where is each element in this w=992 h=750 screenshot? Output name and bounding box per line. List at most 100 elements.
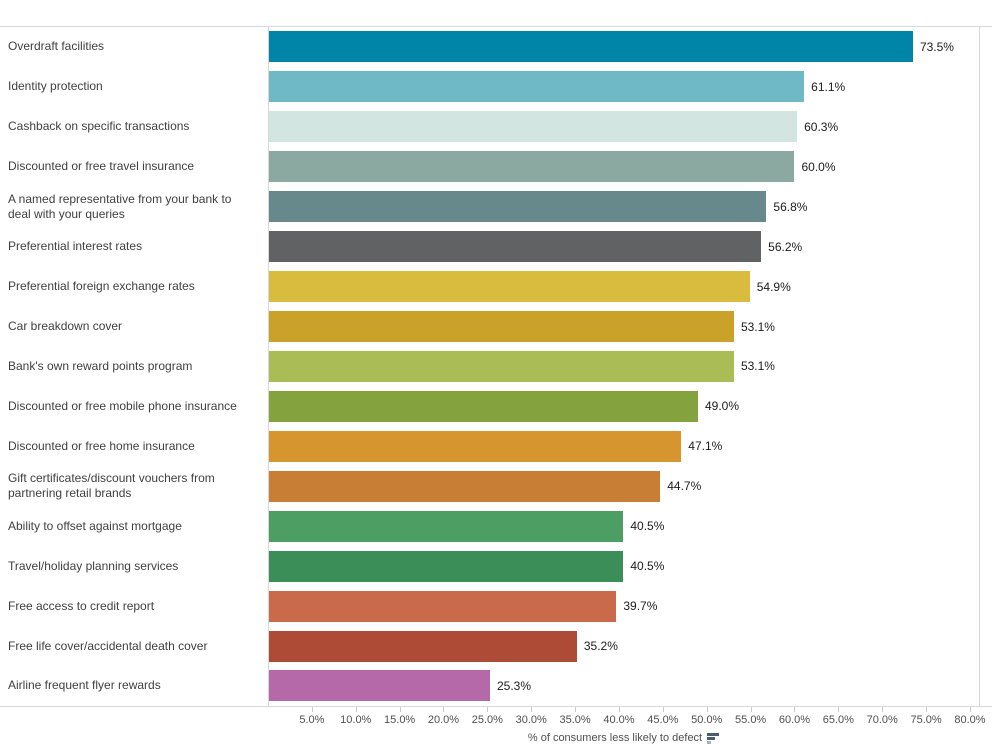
tick-label: 20.0% bbox=[427, 714, 460, 726]
tick-label: 5.0% bbox=[299, 714, 325, 726]
tick-label: 75.0% bbox=[910, 714, 942, 726]
bar-row: Identity protection 61.1% bbox=[0, 67, 992, 107]
category-label: Identity protection bbox=[8, 79, 103, 94]
value-label: 54.9% bbox=[756, 279, 791, 294]
bar-track: 56.8% bbox=[268, 187, 979, 227]
category-label: Free access to credit report bbox=[8, 598, 155, 613]
axis-title-row: % of consumers less likely to defect bbox=[268, 730, 979, 746]
tick-mark bbox=[662, 707, 664, 712]
category-label: Discounted or free travel insurance bbox=[8, 159, 195, 174]
bar[interactable] bbox=[268, 630, 577, 662]
bar[interactable] bbox=[268, 111, 798, 143]
value-label: 35.2% bbox=[583, 639, 618, 654]
bar-track: 56.2% bbox=[268, 227, 979, 267]
tick-label: 40.0% bbox=[603, 714, 635, 726]
bar-row: Overdraft facilities 73.5% bbox=[0, 27, 992, 67]
bar-row: Free life cover/accidental death cover 3… bbox=[0, 626, 992, 666]
category-label: Bank's own reward points program bbox=[8, 358, 193, 373]
bar-track: 61.1% bbox=[268, 67, 979, 107]
bar-row: Ability to offset against mortgage 40.5% bbox=[0, 506, 992, 546]
bar-row: Airline frequent flyer rewards 25.3% bbox=[0, 666, 992, 706]
tick-label: 80.0% bbox=[954, 714, 986, 726]
bar[interactable] bbox=[268, 430, 682, 462]
bar-row: Preferential interest rates 56.2% bbox=[0, 227, 992, 267]
bar[interactable] bbox=[268, 590, 617, 622]
bar-track: 54.9% bbox=[268, 267, 979, 307]
tick-mark bbox=[618, 707, 620, 712]
bar-track: 60.0% bbox=[268, 147, 979, 187]
bar-row: Discounted or free mobile phone insuranc… bbox=[0, 386, 992, 426]
value-label: 25.3% bbox=[497, 678, 532, 693]
bar-row: Cashback on specific transactions 60.3% bbox=[0, 107, 992, 147]
tick-label: 70.0% bbox=[866, 714, 898, 726]
category-label: Travel/holiday planning services bbox=[8, 558, 179, 573]
value-label: 47.1% bbox=[688, 439, 723, 454]
bar[interactable] bbox=[268, 191, 767, 223]
value-label: 39.7% bbox=[623, 599, 658, 614]
category-label: Preferential interest rates bbox=[8, 239, 143, 254]
tick-label: 10.0% bbox=[340, 714, 372, 726]
bar-track: 49.0% bbox=[268, 386, 979, 426]
bar[interactable] bbox=[268, 271, 750, 303]
bar[interactable] bbox=[268, 550, 624, 582]
value-label: 44.7% bbox=[667, 479, 702, 494]
bar[interactable] bbox=[268, 71, 805, 103]
bar-track: 40.5% bbox=[268, 506, 979, 546]
tick-mark bbox=[926, 707, 928, 712]
bar-row: Discounted or free home insurance 47.1% bbox=[0, 426, 992, 466]
tick-mark bbox=[838, 707, 840, 712]
category-label: Cashback on specific transactions bbox=[8, 119, 190, 134]
bar-row: Preferential foreign exchange rates 54.9… bbox=[0, 267, 992, 307]
bar-rows: Overdraft facilities 73.5% Identity prot… bbox=[0, 27, 992, 706]
tick-mark bbox=[969, 707, 971, 712]
sort-descending-icon[interactable] bbox=[707, 732, 720, 744]
bar[interactable] bbox=[268, 390, 698, 422]
x-axis: 5.0% 10.0% 15.0% 20.0% 25.0% 30.0% 35.0%… bbox=[0, 707, 992, 750]
plot-area: Overdraft facilities 73.5% Identity prot… bbox=[0, 26, 992, 707]
category-label: Discounted or free home insurance bbox=[8, 438, 195, 453]
value-label: 49.0% bbox=[704, 399, 739, 414]
value-label: 40.5% bbox=[630, 559, 665, 574]
bar[interactable] bbox=[268, 31, 913, 63]
tick-mark bbox=[355, 707, 357, 712]
bar[interactable] bbox=[268, 311, 734, 343]
bar-row: A named representative from your bank to… bbox=[0, 187, 992, 227]
value-label: 40.5% bbox=[630, 519, 665, 534]
bar-track: 73.5% bbox=[268, 27, 979, 67]
category-label: Gift certificates/discount vouchers from… bbox=[8, 471, 215, 501]
tick-label: 50.0% bbox=[691, 714, 723, 726]
tick-mark bbox=[882, 707, 884, 712]
bar-track: 40.5% bbox=[268, 546, 979, 586]
bar-row: Bank's own reward points program 53.1% bbox=[0, 347, 992, 387]
bar-row: Car breakdown cover 53.1% bbox=[0, 307, 992, 347]
bar[interactable] bbox=[268, 510, 624, 542]
value-label: 56.8% bbox=[773, 199, 808, 214]
bar-track: 60.3% bbox=[268, 107, 979, 147]
tick-mark bbox=[487, 707, 489, 712]
tick-mark bbox=[443, 707, 445, 712]
tick-label: 60.0% bbox=[778, 714, 811, 726]
category-label: Overdraft facilities bbox=[8, 39, 105, 54]
bar-track: 25.3% bbox=[268, 666, 979, 706]
bar-row: Gift certificates/discount vouchers from… bbox=[0, 466, 992, 506]
bar[interactable] bbox=[268, 151, 795, 183]
bar-track: 44.7% bbox=[268, 466, 979, 506]
bar-track: 35.2% bbox=[268, 626, 979, 666]
tick-label: 35.0% bbox=[559, 714, 591, 726]
plot-right-border-line bbox=[979, 27, 980, 706]
tick-mark bbox=[311, 707, 313, 712]
bar[interactable] bbox=[268, 470, 661, 502]
bar-row: Discounted or free travel insurance 60.0… bbox=[0, 147, 992, 187]
bar[interactable] bbox=[268, 231, 762, 263]
tick-mark bbox=[399, 707, 401, 712]
category-label: Discounted or free mobile phone insuranc… bbox=[8, 398, 237, 413]
value-label: 61.1% bbox=[811, 79, 846, 94]
axis-title: % of consumers less likely to defect bbox=[527, 732, 703, 744]
tick-label: 65.0% bbox=[822, 714, 854, 726]
bar[interactable] bbox=[268, 350, 734, 382]
value-label: 56.2% bbox=[768, 239, 803, 254]
tick-mark bbox=[531, 707, 533, 712]
tick-mark bbox=[794, 707, 796, 712]
bar[interactable] bbox=[268, 670, 490, 702]
